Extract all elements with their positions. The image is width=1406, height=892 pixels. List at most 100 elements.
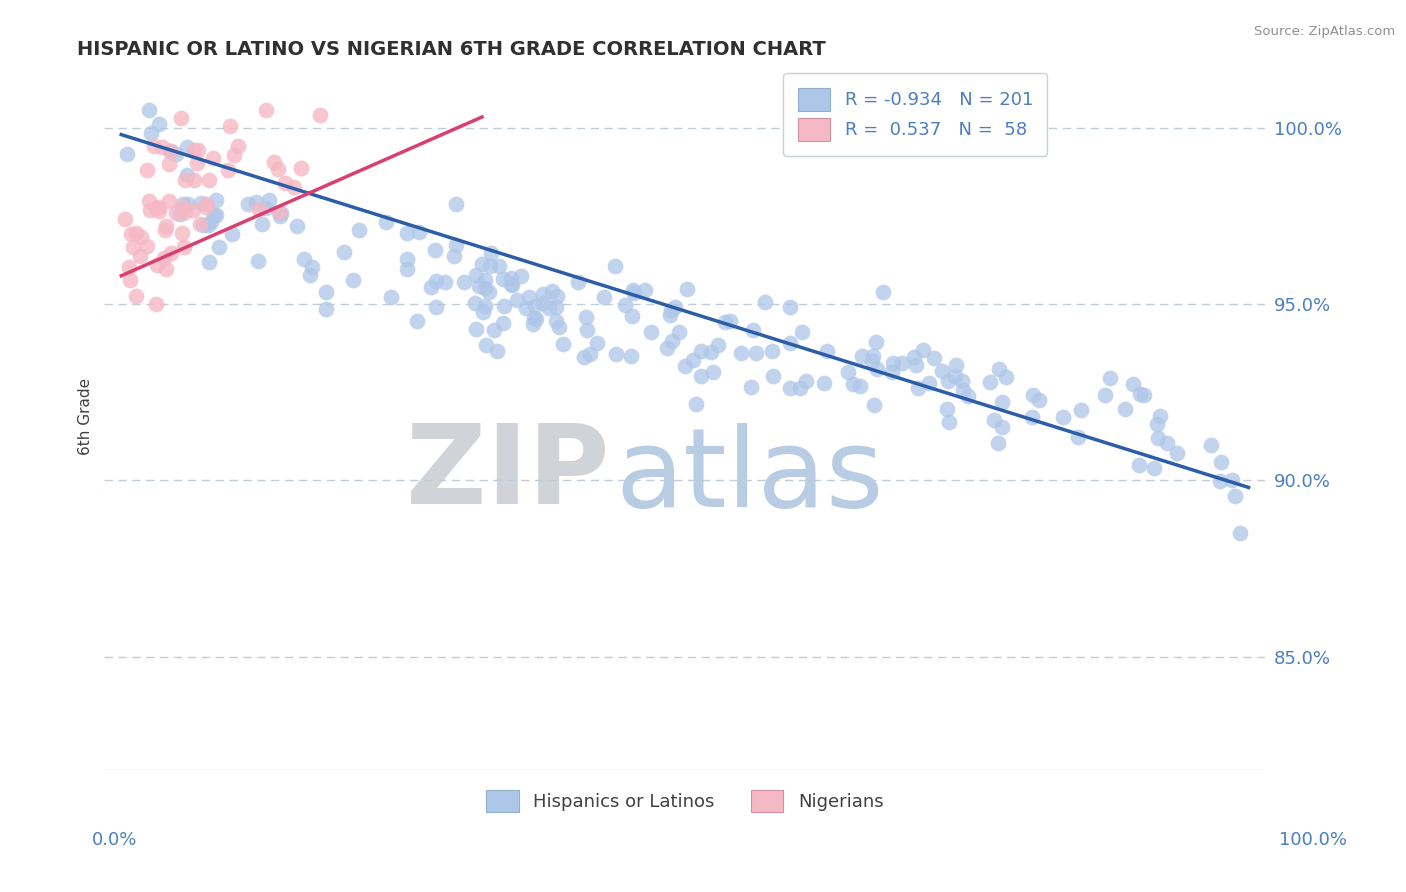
Point (1067, 430, 1090, 444)
Point (1094, 388, 1116, 402)
Point (1156, 436, 1178, 450)
Point (789, 381, 811, 395)
Point (433, 275, 456, 289)
Point (531, 286, 554, 301)
Text: 0.0%: 0.0% (91, 831, 136, 849)
Point (1070, 403, 1092, 417)
Point (204, 208, 226, 222)
Point (267, 162, 290, 177)
Point (157, 194, 180, 208)
Point (891, 356, 914, 370)
Point (936, 401, 959, 416)
Point (661, 334, 683, 348)
Point (903, 350, 925, 364)
Point (193, 218, 215, 232)
Point (174, 172, 197, 186)
Point (702, 365, 724, 379)
Point (169, 207, 191, 221)
Point (586, 336, 609, 351)
Point (464, 295, 486, 310)
Point (567, 276, 589, 290)
Point (120, 272, 142, 286)
Point (183, 143, 205, 157)
Point (983, 413, 1005, 427)
Point (1166, 446, 1188, 460)
Point (145, 202, 167, 216)
Point (425, 274, 447, 288)
Point (990, 394, 1012, 409)
Point (546, 289, 568, 303)
Text: Source: ZipAtlas.com: Source: ZipAtlas.com (1254, 25, 1395, 38)
Point (263, 155, 285, 169)
Point (492, 272, 515, 286)
Point (1022, 388, 1045, 402)
Point (1122, 377, 1144, 392)
Point (443, 249, 465, 263)
Point (177, 197, 200, 211)
Point (172, 197, 194, 211)
Point (333, 244, 356, 259)
Point (865, 334, 887, 349)
Point (522, 318, 544, 332)
Point (1028, 393, 1050, 408)
Point (574, 350, 596, 364)
Point (494, 299, 516, 313)
Point (952, 384, 974, 398)
Point (905, 359, 928, 373)
Point (931, 364, 953, 378)
Point (922, 351, 945, 365)
Point (129, 230, 152, 244)
Point (174, 205, 197, 219)
Point (907, 381, 929, 395)
Point (1098, 371, 1121, 385)
Point (547, 319, 569, 334)
Point (938, 415, 960, 429)
Point (700, 345, 723, 359)
Point (593, 290, 616, 304)
Point (219, 119, 242, 133)
Point (544, 314, 567, 328)
Point (945, 358, 967, 372)
Point (987, 436, 1010, 450)
Point (718, 314, 741, 328)
Point (979, 375, 1001, 389)
Point (190, 195, 212, 210)
Point (1021, 409, 1043, 424)
Point (1143, 461, 1166, 475)
Point (813, 376, 835, 390)
Point (197, 254, 219, 268)
Point (176, 168, 198, 182)
Point (114, 212, 136, 227)
Point (468, 279, 491, 293)
Point (221, 227, 243, 241)
Point (465, 322, 488, 336)
Point (170, 112, 193, 126)
Point (848, 379, 870, 393)
Point (621, 283, 644, 297)
Point (1229, 526, 1251, 541)
Point (138, 103, 160, 117)
Point (478, 285, 501, 299)
Point (689, 369, 711, 384)
Point (155, 262, 177, 277)
Point (673, 359, 696, 373)
Point (165, 206, 187, 220)
Point (1133, 388, 1156, 402)
Point (190, 217, 212, 231)
Point (620, 350, 643, 364)
Point (396, 252, 419, 266)
Point (120, 227, 142, 241)
Point (159, 145, 181, 159)
Point (155, 219, 177, 233)
Point (423, 243, 446, 257)
Point (605, 347, 627, 361)
Point (153, 251, 176, 265)
Point (315, 285, 337, 299)
Point (506, 293, 529, 307)
Y-axis label: 6th Grade: 6th Grade (79, 378, 93, 456)
Point (419, 280, 441, 294)
Point (249, 202, 271, 216)
Point (510, 269, 533, 284)
Point (238, 196, 260, 211)
Point (254, 201, 277, 215)
